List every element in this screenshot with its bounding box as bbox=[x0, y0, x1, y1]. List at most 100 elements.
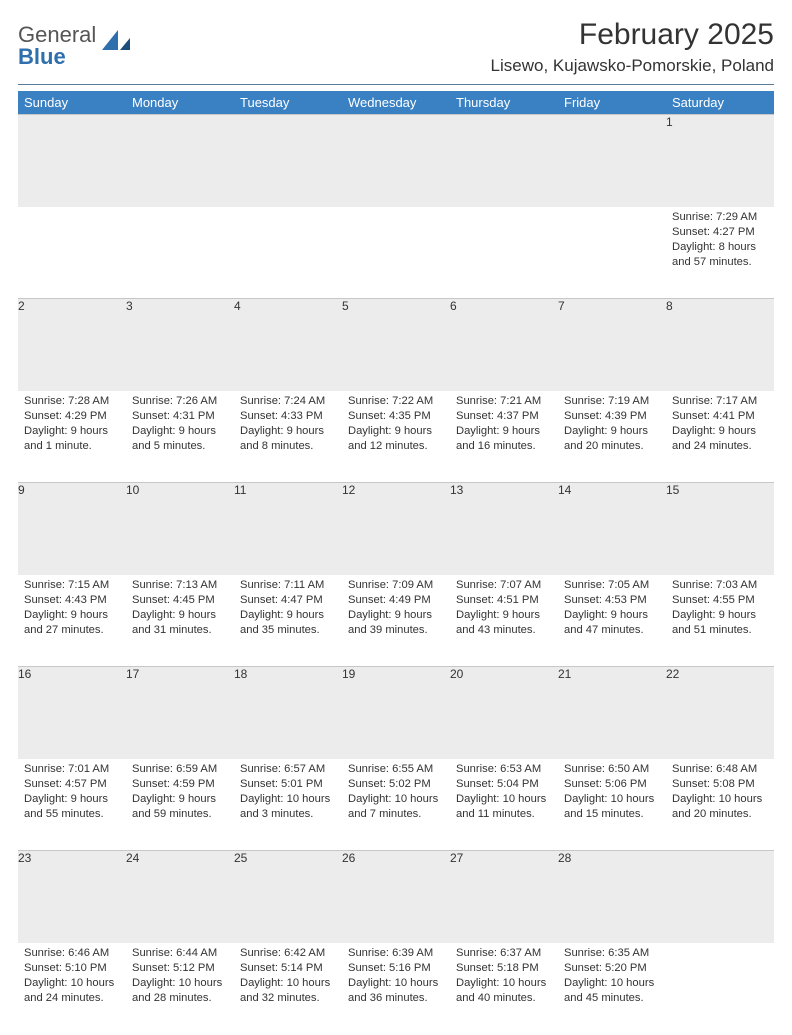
day-cell: Sunrise: 6:44 AMSunset: 5:12 PMDaylight:… bbox=[126, 943, 234, 1035]
daylight-text: and 16 minutes. bbox=[456, 439, 552, 454]
day-number: 13 bbox=[450, 483, 558, 575]
daylight-text: Daylight: 9 hours bbox=[24, 608, 120, 623]
daylight-text: Daylight: 10 hours bbox=[564, 792, 660, 807]
day-cell: Sunrise: 6:57 AMSunset: 5:01 PMDaylight:… bbox=[234, 759, 342, 851]
daylight-text: and 15 minutes. bbox=[564, 807, 660, 822]
logo-text: General Blue bbox=[18, 24, 96, 68]
daylight-text: and 55 minutes. bbox=[24, 807, 120, 822]
day-cell: Sunrise: 7:21 AMSunset: 4:37 PMDaylight:… bbox=[450, 391, 558, 483]
daylight-text: and 7 minutes. bbox=[348, 807, 444, 822]
sunrise-text: Sunrise: 7:09 AM bbox=[348, 578, 444, 593]
daylight-text: Daylight: 9 hours bbox=[24, 792, 120, 807]
day-cell: Sunrise: 7:22 AMSunset: 4:35 PMDaylight:… bbox=[342, 391, 450, 483]
location: Lisewo, Kujawsko-Pomorskie, Poland bbox=[491, 56, 774, 76]
header: General Blue February 2025 Lisewo, Kujaw… bbox=[18, 18, 774, 76]
daylight-text: and 31 minutes. bbox=[132, 623, 228, 638]
sunset-text: Sunset: 5:18 PM bbox=[456, 961, 552, 976]
daylight-text: and 40 minutes. bbox=[456, 991, 552, 1006]
daylight-text: and 27 minutes. bbox=[24, 623, 120, 638]
day-number: 22 bbox=[666, 667, 774, 759]
day-cell: Sunrise: 7:17 AMSunset: 4:41 PMDaylight:… bbox=[666, 391, 774, 483]
daylight-text: Daylight: 9 hours bbox=[240, 424, 336, 439]
day-cell: Sunrise: 6:37 AMSunset: 5:18 PMDaylight:… bbox=[450, 943, 558, 1035]
sunset-text: Sunset: 4:37 PM bbox=[456, 409, 552, 424]
daylight-text: Daylight: 9 hours bbox=[564, 608, 660, 623]
sunset-text: Sunset: 4:47 PM bbox=[240, 593, 336, 608]
weekday-header-row: Sunday Monday Tuesday Wednesday Thursday… bbox=[18, 91, 774, 115]
weekday-header: Sunday bbox=[18, 91, 126, 115]
day-number: 21 bbox=[558, 667, 666, 759]
day-number: 9 bbox=[18, 483, 126, 575]
day-number: 23 bbox=[18, 851, 126, 943]
day-details: Sunrise: 7:22 AMSunset: 4:35 PMDaylight:… bbox=[342, 391, 450, 460]
day-cell bbox=[18, 207, 126, 299]
logo: General Blue bbox=[18, 18, 134, 68]
daylight-text: and 24 minutes. bbox=[672, 439, 768, 454]
day-cell: Sunrise: 7:15 AMSunset: 4:43 PMDaylight:… bbox=[18, 575, 126, 667]
day-number: 17 bbox=[126, 667, 234, 759]
sunrise-text: Sunrise: 7:21 AM bbox=[456, 394, 552, 409]
sunrise-text: Sunrise: 6:46 AM bbox=[24, 946, 120, 961]
title-block: February 2025 Lisewo, Kujawsko-Pomorskie… bbox=[491, 18, 774, 76]
daylight-text: and 36 minutes. bbox=[348, 991, 444, 1006]
sunset-text: Sunset: 5:08 PM bbox=[672, 777, 768, 792]
day-details: Sunrise: 7:01 AMSunset: 4:57 PMDaylight:… bbox=[18, 759, 126, 828]
sunset-text: Sunset: 5:20 PM bbox=[564, 961, 660, 976]
daylight-text: and 20 minutes. bbox=[672, 807, 768, 822]
daylight-text: Daylight: 9 hours bbox=[348, 608, 444, 623]
day-number: 19 bbox=[342, 667, 450, 759]
daylight-text: Daylight: 8 hours bbox=[672, 240, 768, 255]
day-number: 5 bbox=[342, 299, 450, 391]
weekday-header: Friday bbox=[558, 91, 666, 115]
daylight-text: and 5 minutes. bbox=[132, 439, 228, 454]
day-cell: Sunrise: 7:13 AMSunset: 4:45 PMDaylight:… bbox=[126, 575, 234, 667]
weekday-header: Tuesday bbox=[234, 91, 342, 115]
daylight-text: Daylight: 9 hours bbox=[456, 608, 552, 623]
sunset-text: Sunset: 5:14 PM bbox=[240, 961, 336, 976]
daylight-text: Daylight: 10 hours bbox=[348, 792, 444, 807]
daylight-text: and 20 minutes. bbox=[564, 439, 660, 454]
daylight-text: and 1 minute. bbox=[24, 439, 120, 454]
day-number: 24 bbox=[126, 851, 234, 943]
sunset-text: Sunset: 4:35 PM bbox=[348, 409, 444, 424]
day-cell bbox=[126, 207, 234, 299]
day-details: Sunrise: 7:03 AMSunset: 4:55 PMDaylight:… bbox=[666, 575, 774, 644]
day-cell bbox=[558, 207, 666, 299]
sunset-text: Sunset: 4:31 PM bbox=[132, 409, 228, 424]
day-cell: Sunrise: 6:55 AMSunset: 5:02 PMDaylight:… bbox=[342, 759, 450, 851]
daylight-text: Daylight: 10 hours bbox=[456, 976, 552, 991]
day-number: 18 bbox=[234, 667, 342, 759]
day-body-row: Sunrise: 6:46 AMSunset: 5:10 PMDaylight:… bbox=[18, 943, 774, 1035]
day-details: Sunrise: 7:05 AMSunset: 4:53 PMDaylight:… bbox=[558, 575, 666, 644]
day-cell: Sunrise: 6:42 AMSunset: 5:14 PMDaylight:… bbox=[234, 943, 342, 1035]
sunset-text: Sunset: 4:57 PM bbox=[24, 777, 120, 792]
day-cell: Sunrise: 6:50 AMSunset: 5:06 PMDaylight:… bbox=[558, 759, 666, 851]
daylight-text: Daylight: 9 hours bbox=[132, 608, 228, 623]
daylight-text: Daylight: 9 hours bbox=[348, 424, 444, 439]
day-number-row: 2345678 bbox=[18, 299, 774, 391]
daylight-text: Daylight: 9 hours bbox=[564, 424, 660, 439]
day-number bbox=[450, 115, 558, 207]
sunset-text: Sunset: 5:06 PM bbox=[564, 777, 660, 792]
day-number: 7 bbox=[558, 299, 666, 391]
day-number bbox=[666, 851, 774, 943]
daylight-text: Daylight: 9 hours bbox=[24, 424, 120, 439]
day-number: 12 bbox=[342, 483, 450, 575]
day-details: Sunrise: 6:39 AMSunset: 5:16 PMDaylight:… bbox=[342, 943, 450, 1012]
daylight-text: and 45 minutes. bbox=[564, 991, 660, 1006]
daylight-text: Daylight: 10 hours bbox=[564, 976, 660, 991]
sunrise-text: Sunrise: 7:01 AM bbox=[24, 762, 120, 777]
sunset-text: Sunset: 4:51 PM bbox=[456, 593, 552, 608]
day-cell: Sunrise: 6:46 AMSunset: 5:10 PMDaylight:… bbox=[18, 943, 126, 1035]
day-number-row: 1 bbox=[18, 115, 774, 207]
sunset-text: Sunset: 4:45 PM bbox=[132, 593, 228, 608]
calendar-table: Sunday Monday Tuesday Wednesday Thursday… bbox=[18, 91, 774, 1035]
sunrise-text: Sunrise: 6:50 AM bbox=[564, 762, 660, 777]
day-cell: Sunrise: 7:11 AMSunset: 4:47 PMDaylight:… bbox=[234, 575, 342, 667]
daylight-text: Daylight: 9 hours bbox=[240, 608, 336, 623]
sunset-text: Sunset: 5:02 PM bbox=[348, 777, 444, 792]
day-cell bbox=[666, 943, 774, 1035]
day-body-row: Sunrise: 7:15 AMSunset: 4:43 PMDaylight:… bbox=[18, 575, 774, 667]
day-details: Sunrise: 6:44 AMSunset: 5:12 PMDaylight:… bbox=[126, 943, 234, 1012]
sunrise-text: Sunrise: 7:15 AM bbox=[24, 578, 120, 593]
